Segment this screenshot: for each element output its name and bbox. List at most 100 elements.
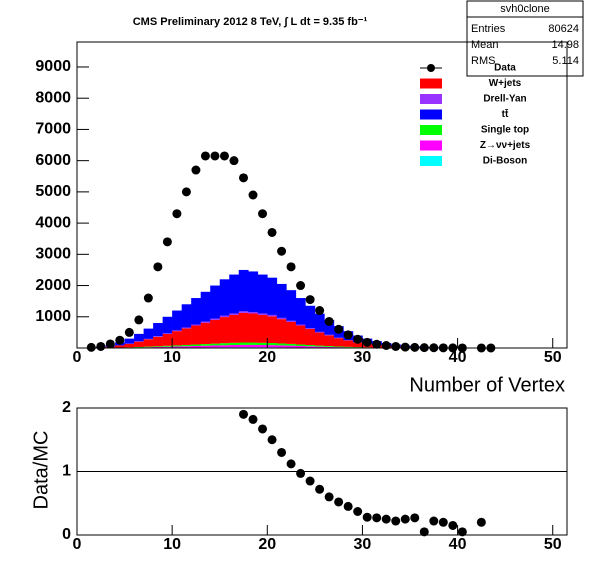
- stack-bar: [124, 338, 135, 344]
- stack-bar: [305, 328, 316, 346]
- data-point: [219, 151, 229, 161]
- stack-bar: [143, 346, 154, 348]
- stack-bar: [162, 346, 173, 348]
- stack-bar: [181, 328, 192, 345]
- stack-bar: [124, 343, 135, 348]
- stack-bar: [286, 321, 297, 344]
- legend-swatch: [420, 109, 442, 120]
- stats-value: 14.98: [551, 39, 579, 51]
- stack-bar: [286, 345, 297, 348]
- stack-bar: [172, 345, 182, 347]
- stack-bar: [229, 313, 240, 315]
- stack-bar: [248, 313, 259, 343]
- stack-bar: [248, 271, 259, 312]
- stack-bar: [191, 344, 201, 347]
- stack-bar: [200, 344, 211, 346]
- stack-bar: [286, 343, 297, 346]
- stack-bar: [276, 345, 287, 348]
- data-point: [353, 334, 363, 344]
- legend-swatch: [420, 94, 442, 104]
- ratio-point: [343, 501, 353, 511]
- ratio-point: [419, 527, 429, 537]
- data-point: [400, 342, 410, 352]
- x-tick-label: 20: [258, 349, 276, 366]
- stack-bar: [181, 346, 192, 348]
- y-tick-label: 3000: [35, 246, 71, 263]
- stack-bar: [257, 342, 268, 346]
- stack-bar: [324, 346, 335, 347]
- stack-bar: [305, 328, 316, 329]
- ratio-point: [334, 497, 344, 507]
- stack-bar: [153, 336, 163, 347]
- stack-bar: [238, 312, 249, 343]
- legend-swatch: [420, 125, 442, 135]
- stack-bar: [305, 346, 316, 348]
- stack-bar: [134, 341, 144, 347]
- stack-bar: [267, 343, 278, 346]
- stats-key: Entries: [471, 23, 506, 35]
- stack-bar: [267, 277, 278, 315]
- stack-bar: [219, 343, 230, 346]
- stack-bar: [172, 330, 182, 332]
- stack-bar: [324, 334, 335, 336]
- y-tick-label: 8000: [35, 89, 71, 106]
- stack-bar: [115, 345, 125, 348]
- ratio-point: [239, 409, 249, 419]
- stack-bar: [314, 331, 325, 333]
- stack-bar: [200, 321, 211, 323]
- ratio-point: [353, 507, 363, 517]
- ratio-point: [438, 517, 448, 527]
- stack-bar: [248, 342, 259, 345]
- y-tick-label: 0: [62, 526, 71, 543]
- stack-bar: [295, 344, 306, 347]
- x-tick-label: 40: [449, 349, 467, 366]
- stack-bar: [200, 345, 211, 348]
- ratio-point: [381, 514, 391, 524]
- x-axis-label: Number of Vertex: [409, 374, 565, 396]
- stack-bar: [333, 338, 344, 347]
- stack-bar: [248, 311, 259, 314]
- y-tick-label: 2000: [35, 277, 71, 294]
- ratio-point: [372, 513, 382, 523]
- stats-value: 80624: [548, 23, 579, 35]
- stack-bar: [210, 285, 221, 319]
- legend-label: Drell-Yan: [483, 94, 526, 105]
- data-point: [124, 327, 134, 337]
- data-point: [372, 339, 382, 349]
- stack-bar: [314, 313, 325, 332]
- legend-swatch: [420, 156, 442, 166]
- ratio-point: [296, 468, 306, 478]
- data-point: [267, 227, 277, 237]
- data-point: [96, 341, 106, 351]
- y-tick-label: 2: [62, 399, 71, 416]
- y-axis-label: Data/MC: [30, 431, 52, 510]
- data-point: [296, 281, 306, 291]
- stack-bar: [286, 320, 297, 322]
- stack-bar: [200, 291, 211, 322]
- stack-bar: [295, 346, 306, 348]
- stack-bar: [257, 345, 268, 348]
- legend-label: Data: [494, 63, 516, 74]
- stack-bar: [143, 339, 154, 347]
- ratio-point: [410, 513, 420, 523]
- stack-bar: [191, 325, 201, 345]
- y-tick-label: 7000: [35, 121, 71, 138]
- data-point: [248, 190, 258, 200]
- stack-bar: [333, 347, 344, 348]
- legend-label: Di-Boson: [483, 156, 527, 167]
- y-tick-label: 9000: [35, 58, 71, 75]
- stack-bar: [352, 342, 363, 348]
- x-tick-label: 10: [163, 349, 181, 366]
- data-point: [239, 173, 249, 183]
- data-point: [286, 262, 296, 272]
- data-point: [162, 237, 172, 247]
- stack-bar: [219, 345, 230, 348]
- stack-bar: [210, 318, 221, 320]
- stats-title: svh0clone: [500, 3, 550, 15]
- x-tick-label: 20: [258, 536, 276, 553]
- y-tick-label: 1000: [35, 308, 71, 325]
- stack-bar: [238, 269, 249, 312]
- ratio-point: [429, 516, 439, 526]
- stack-bar: [314, 345, 325, 347]
